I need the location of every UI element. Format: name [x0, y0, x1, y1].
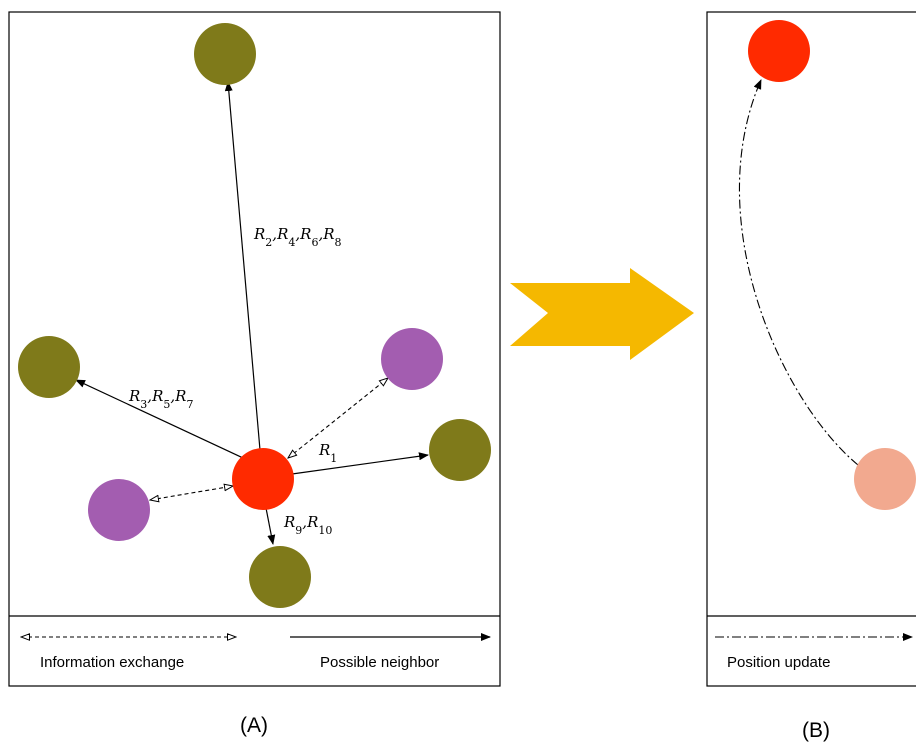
previous-position-node	[854, 448, 916, 510]
edge-to-bottom-neighbor	[265, 507, 276, 545]
panel-b: Position update (B)	[706, 11, 916, 742]
edge-to-left-neighbor	[75, 379, 257, 465]
panel-b-frame	[706, 11, 916, 687]
info-exchange-left	[150, 486, 233, 500]
exchange-node-upper-right	[381, 328, 443, 390]
current-node	[232, 448, 294, 510]
panel-a-caption: (A)	[240, 714, 268, 737]
legend-position-update-label: Position update	[727, 654, 830, 671]
neighbor-node-bottom	[249, 546, 311, 608]
edge-label-left: R3,R5,R7	[128, 387, 193, 411]
updated-position-node	[748, 20, 810, 82]
info-exchange-upper-right	[288, 378, 388, 458]
panel-a: R2,R4,R6,R8 R3,R5,R7 R1 R9,R10 Informati…	[8, 11, 501, 737]
edge-label-down: R9,R10	[283, 513, 332, 537]
panel-a-frame	[8, 11, 501, 687]
edge-label-right: R1	[318, 441, 337, 465]
edge-to-right-neighbor	[291, 452, 429, 475]
transition-arrow-icon	[510, 268, 694, 360]
exchange-node-left	[88, 479, 150, 541]
edge-label-up: R2,R4,R6,R8	[253, 225, 342, 249]
edge-to-top-neighbor	[224, 81, 261, 451]
neighbor-node-right	[429, 419, 491, 481]
neighbor-node-top	[194, 23, 256, 85]
legend-possible-neighbor-label: Possible neighbor	[320, 654, 439, 671]
legend-info-exchange-label: Information exchange	[40, 654, 184, 671]
position-update-path	[739, 79, 859, 466]
panel-b-caption: (B)	[802, 719, 830, 742]
neighbor-node-left	[18, 336, 80, 398]
